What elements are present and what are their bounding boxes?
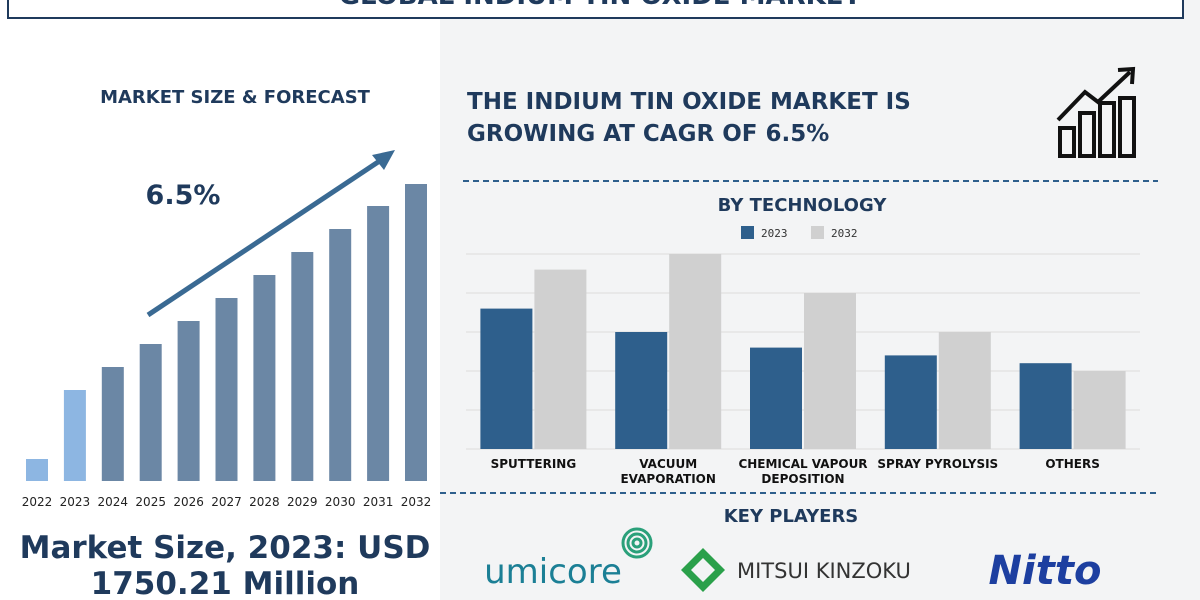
bar bbox=[534, 269, 587, 449]
x-tick-label: SPRAY PYROLYSIS bbox=[877, 457, 999, 471]
bar bbox=[215, 298, 238, 481]
growth-icon bbox=[1056, 66, 1136, 158]
market-size: 1750.21 Million bbox=[91, 566, 360, 600]
mitsui-logo bbox=[691, 558, 715, 582]
bar bbox=[26, 459, 48, 481]
bar bbox=[750, 347, 802, 449]
headline: GROWING AT CAGR OF 6.5% bbox=[467, 121, 829, 147]
chart-title: BY TECHNOLOGY bbox=[718, 195, 888, 216]
bar bbox=[1019, 363, 1072, 449]
x-tick-label: 2024 bbox=[98, 495, 129, 509]
bar bbox=[480, 308, 533, 449]
bar bbox=[669, 254, 722, 449]
bar bbox=[101, 367, 124, 481]
bar bbox=[139, 344, 162, 481]
legend-swatch bbox=[811, 226, 824, 239]
bar bbox=[177, 321, 200, 481]
x-tick-label: OTHERS bbox=[1045, 457, 1100, 471]
legend-swatch bbox=[741, 226, 754, 239]
bar bbox=[804, 293, 856, 449]
x-tick-label: 2025 bbox=[135, 495, 166, 509]
x-tick-label: 2032 bbox=[401, 495, 432, 509]
x-tick-label: SPUTTERING bbox=[490, 457, 577, 471]
x-tick-label: 2022 bbox=[22, 495, 53, 509]
bar bbox=[1073, 371, 1126, 449]
x-tick-label: VACUUM EVAPORATION bbox=[620, 457, 716, 486]
headline: THE INDIUM TIN OXIDE MARKET IS bbox=[467, 89, 911, 115]
x-tick-label: 2029 bbox=[287, 495, 318, 509]
bar bbox=[938, 332, 991, 449]
x-tick-label: 2023 bbox=[60, 495, 91, 509]
market-size: Market Size, 2023: USD bbox=[20, 530, 431, 566]
x-tick-label: 2027 bbox=[211, 495, 242, 509]
player: umicore bbox=[484, 552, 622, 592]
x-tick-label: 2028 bbox=[249, 495, 280, 509]
arrow-head bbox=[372, 150, 395, 170]
bar bbox=[405, 184, 427, 481]
x-tick-label: 2026 bbox=[173, 495, 204, 509]
bar bbox=[884, 355, 937, 449]
bar bbox=[615, 332, 668, 449]
annotation: 6.5% bbox=[146, 180, 221, 211]
bar bbox=[367, 206, 390, 481]
section-title: KEY PLAYERS bbox=[724, 506, 859, 527]
x-tick-label: 2031 bbox=[363, 495, 394, 509]
page-title: GLOBAL INDIUM TIN OXIDE MARKET bbox=[339, 0, 862, 11]
umicore-logo bbox=[621, 527, 653, 559]
bar bbox=[63, 390, 86, 481]
legend-label: 2032 bbox=[831, 227, 858, 240]
bar bbox=[291, 252, 314, 481]
chart-title: MARKET SIZE & FORECAST bbox=[100, 87, 371, 108]
legend-label: 2023 bbox=[761, 227, 788, 240]
x-tick-label: 2030 bbox=[325, 495, 356, 509]
growth-arrow bbox=[146, 155, 386, 318]
player: Nitto bbox=[989, 548, 1102, 594]
player: MITSUI KINZOKU bbox=[737, 559, 911, 583]
bar bbox=[253, 275, 276, 481]
x-tick-label: CHEMICAL VAPOUR DEPOSITION bbox=[738, 457, 868, 486]
title-box bbox=[7, 0, 1184, 19]
bar bbox=[329, 229, 352, 481]
